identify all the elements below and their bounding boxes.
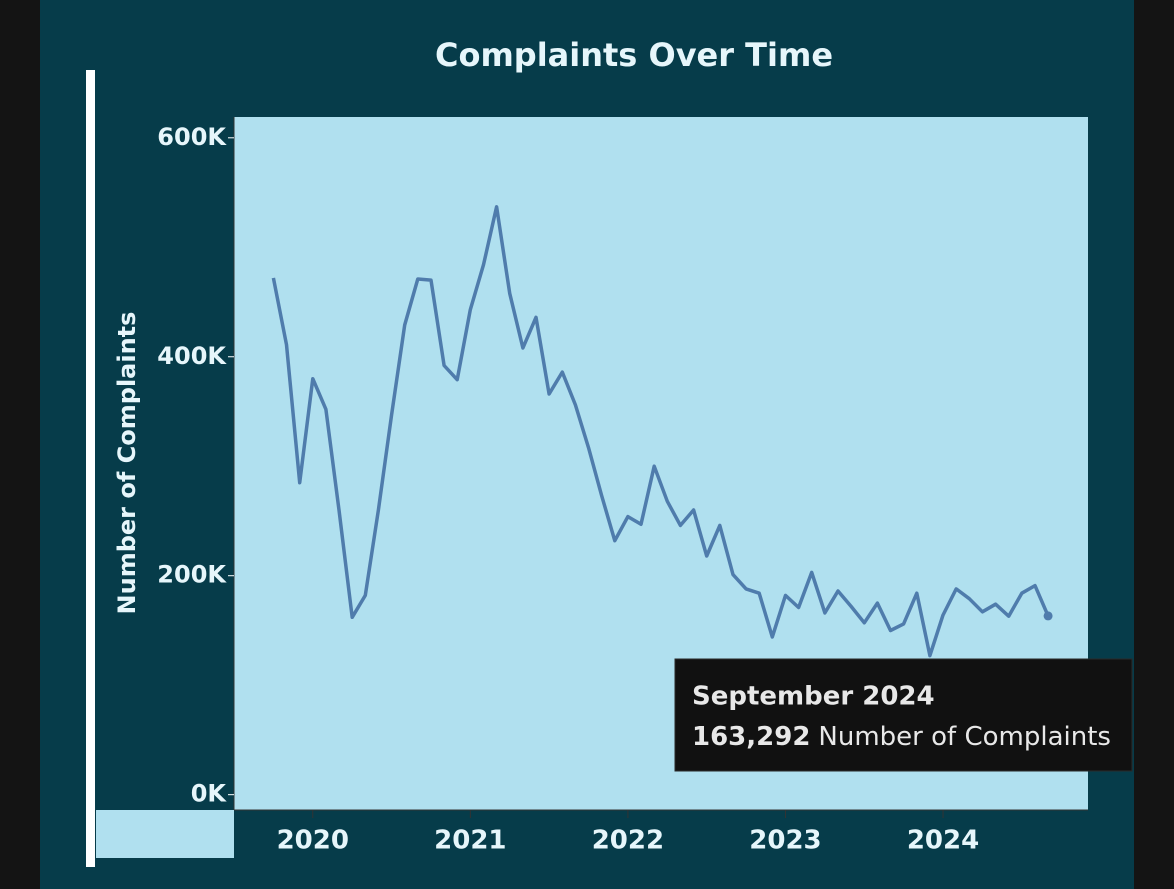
tooltip: September 2024 163,292 Number of Complain… [674, 658, 1133, 772]
tooltip-value: 163,292 [692, 722, 810, 752]
chart-title: Complaints Over Time [435, 36, 833, 74]
y-tick-label: 200K [157, 561, 227, 589]
y-tick-label: 600K [157, 123, 227, 151]
highlight-point [1043, 611, 1053, 621]
x-tick-label: 2022 [592, 826, 664, 856]
marks: 0K 200K 400K 600K 2020 2021 2022 2023 2024 [157, 123, 1053, 856]
tooltip-value-line: 163,292 Number of Complaints [692, 722, 1111, 752]
line-series [271, 205, 1050, 658]
corner-block [96, 810, 234, 858]
y-tick-label: 400K [157, 342, 227, 370]
tooltip-box [674, 658, 1133, 772]
tooltip-date: September 2024 [692, 682, 935, 712]
x-tick-label: 2024 [907, 826, 979, 856]
side-bar [86, 70, 95, 867]
x-tick-label: 2021 [434, 826, 506, 856]
tooltip-measure: Number of Complaints [818, 722, 1111, 752]
x-tick-label: 2020 [277, 826, 349, 856]
y-tick-label: 0K [191, 780, 228, 808]
x-tick-label: 2023 [749, 826, 821, 856]
y-axis-title: Number of Complaints [113, 312, 141, 615]
